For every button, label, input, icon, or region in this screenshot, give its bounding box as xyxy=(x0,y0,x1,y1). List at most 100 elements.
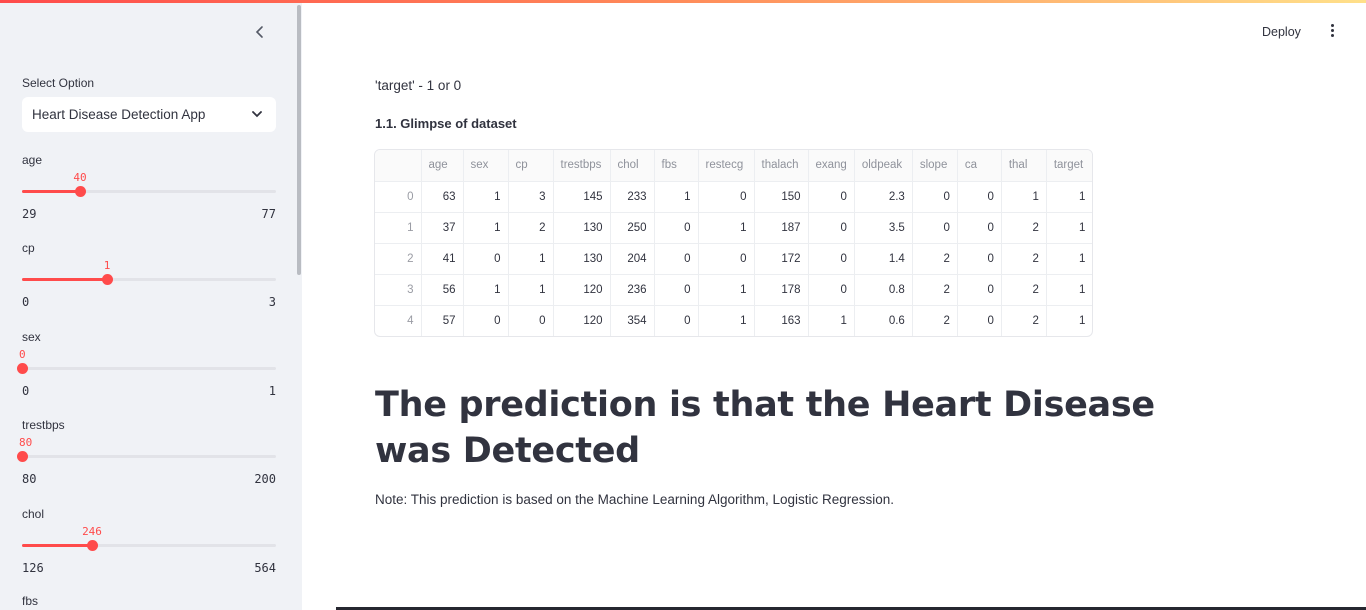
slider-max: 200 xyxy=(254,472,276,486)
slider-thumb[interactable] xyxy=(102,274,113,285)
fbs-slider-label: fbs xyxy=(22,594,39,608)
table-cell: 2 xyxy=(1001,305,1047,336)
bottom-border xyxy=(336,607,1366,610)
column-header[interactable] xyxy=(375,150,422,182)
slider-track[interactable] xyxy=(22,455,276,458)
table-cell: 3.5 xyxy=(854,212,913,244)
table-cell: 0 xyxy=(698,243,755,275)
table-row[interactable]: 3 56 1 1 120 236 0 1 178 0 0.8 2 0 2 1 xyxy=(375,274,1093,306)
table-cell: 2.3 xyxy=(854,181,913,213)
table-cell: 150 xyxy=(754,181,809,213)
table-cell: 0.8 xyxy=(854,274,913,306)
table-cell: 0 xyxy=(654,243,699,275)
table-cell: 1 xyxy=(463,212,509,244)
table-cell: 0 xyxy=(654,212,699,244)
slider-fill xyxy=(22,278,107,281)
column-header[interactable]: cp xyxy=(508,150,554,182)
slider-track[interactable] xyxy=(22,544,276,547)
slider-fill xyxy=(22,190,80,193)
table-cell: 354 xyxy=(610,305,655,336)
table-cell: 0 xyxy=(808,212,855,244)
deploy-button[interactable]: Deploy xyxy=(1262,25,1301,39)
slider-track[interactable] xyxy=(22,278,276,281)
column-header[interactable]: thal xyxy=(1001,150,1047,182)
table-cell: 172 xyxy=(754,243,809,275)
table-cell: 1 xyxy=(654,181,699,213)
table-cell: 0.6 xyxy=(854,305,913,336)
prediction-result: The prediction is that the Heart Disease… xyxy=(375,385,1155,471)
table-cell: 1 xyxy=(1046,212,1093,244)
table-row[interactable]: 4 57 0 0 120 354 0 1 163 1 0.6 2 0 2 1 xyxy=(375,305,1092,336)
table-cell: 130 xyxy=(553,243,611,275)
slider-max: 1 xyxy=(268,384,276,398)
column-header[interactable]: thalach xyxy=(754,150,809,182)
slider-min: 126 xyxy=(22,561,44,575)
table-row[interactable]: 2 41 0 1 130 204 0 0 172 0 1.4 2 0 2 1 xyxy=(375,243,1093,275)
slider-value: 80 xyxy=(19,436,33,449)
table-row[interactable]: 0 63 1 3 145 233 1 0 150 0 2.3 0 0 1 1 xyxy=(375,181,1093,213)
table-row[interactable]: 1 37 1 2 130 250 0 1 187 0 3.5 0 0 2 1 xyxy=(375,212,1093,244)
table-cell: 0 xyxy=(508,305,554,336)
row-index: 1 xyxy=(375,212,422,244)
age-slider[interactable]: 40 29 77 xyxy=(22,157,276,221)
column-header[interactable]: age xyxy=(421,150,464,182)
table-cell: 233 xyxy=(610,181,655,213)
table-cell: 3 xyxy=(508,181,554,213)
slider-track[interactable] xyxy=(22,190,276,193)
column-header[interactable]: trestbps xyxy=(553,150,611,182)
target-description: 'target' - 1 or 0 xyxy=(375,78,462,93)
row-index: 4 xyxy=(375,305,422,336)
slider-thumb[interactable] xyxy=(87,540,98,551)
table-cell: 1 xyxy=(463,181,509,213)
row-index: 2 xyxy=(375,243,422,275)
app-select-dropdown[interactable]: Heart Disease Detection App xyxy=(22,97,276,132)
table-cell: 41 xyxy=(421,243,464,275)
column-header[interactable]: sex xyxy=(463,150,509,182)
table-cell: 0 xyxy=(957,305,1002,336)
cp-slider[interactable]: 1 0 3 xyxy=(22,245,276,309)
sidebar: Select Option Heart Disease Detection Ap… xyxy=(0,3,302,610)
slider-value: 40 xyxy=(73,171,87,184)
column-header[interactable]: exang xyxy=(808,150,855,182)
row-index: 0 xyxy=(375,181,422,213)
sex-slider[interactable]: 0 0 1 xyxy=(17,334,276,398)
dataset-table[interactable]: age sex cp trestbps chol fbs restecg thalach exa… xyxy=(374,149,1094,337)
table-cell: 120 xyxy=(553,305,611,336)
table-cell: 1 xyxy=(1001,181,1047,213)
table-cell: 0 xyxy=(912,212,958,244)
chevron-left-icon[interactable] xyxy=(250,25,270,45)
column-header[interactable]: restecg xyxy=(698,150,755,182)
slider-thumb[interactable] xyxy=(17,363,28,374)
table-cell: 0 xyxy=(957,181,1002,213)
table-cell: 187 xyxy=(754,212,809,244)
table-cell: 0 xyxy=(808,243,855,275)
column-header[interactable]: chol xyxy=(610,150,655,182)
prediction-note: Note: This prediction is based on the Ma… xyxy=(375,492,895,507)
column-header[interactable]: slope xyxy=(912,150,958,182)
slider-fill xyxy=(22,544,92,547)
kebab-menu-icon[interactable] xyxy=(1324,24,1340,42)
column-header[interactable]: ca xyxy=(957,150,1002,182)
table-cell: 2 xyxy=(912,243,958,275)
table-cell: 1 xyxy=(808,305,855,336)
slider-thumb[interactable] xyxy=(75,186,86,197)
slider-track[interactable] xyxy=(22,367,276,370)
table-cell: 250 xyxy=(610,212,655,244)
column-header[interactable]: target xyxy=(1046,150,1093,182)
table-cell: 56 xyxy=(421,274,464,306)
table-cell: 0 xyxy=(957,274,1002,306)
slider-max: 3 xyxy=(268,295,276,309)
table-cell: 1 xyxy=(698,305,755,336)
table-cell: 2 xyxy=(1001,274,1047,306)
trestbps-slider[interactable]: 80 80 200 xyxy=(17,422,276,486)
table-cell: 0 xyxy=(698,181,755,213)
cp-slider-label: cp xyxy=(22,241,35,255)
column-header[interactable]: fbs xyxy=(654,150,699,182)
sidebar-scrollbar[interactable] xyxy=(297,5,301,275)
chol-slider[interactable]: 246 126 564 xyxy=(22,511,276,575)
slider-thumb[interactable] xyxy=(17,451,28,462)
column-header[interactable]: oldpeak xyxy=(854,150,913,182)
table-cell: 2 xyxy=(1001,243,1047,275)
top-decoration-bar xyxy=(0,0,1366,3)
table-cell: 204 xyxy=(610,243,655,275)
